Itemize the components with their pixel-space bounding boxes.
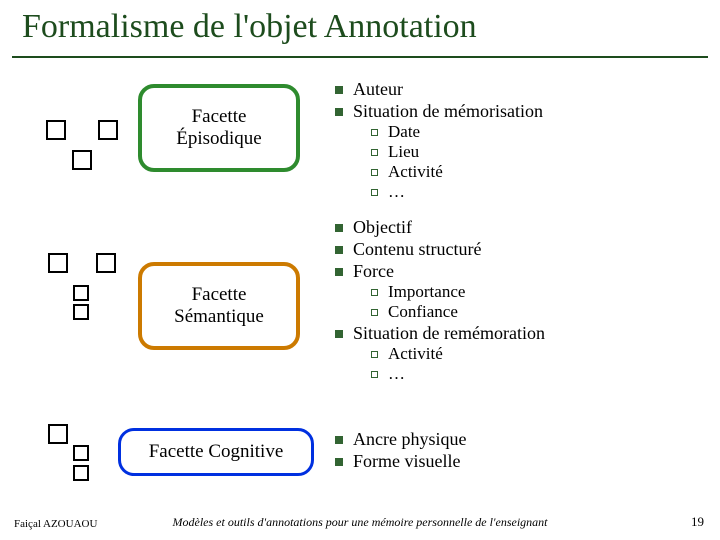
deco-square-icon [98,120,118,140]
facet-content-cognitive: Ancre physiqueForme visuelle [335,428,466,472]
bullet-line: Objectif [335,216,545,238]
facet-label: Facette Cognitive [149,441,284,463]
bullet-marker-icon [335,268,343,276]
facet-box-cognitive: Facette Cognitive [118,428,314,476]
sub-bullet-marker-icon [371,351,378,358]
bullet-text: Ancre physique [353,429,466,449]
sub-bullet-line: Importance [335,282,545,302]
sub-bullet-marker-icon [371,169,378,176]
sub-bullet-marker-icon [371,371,378,378]
sub-bullet-line: Activité [335,344,545,364]
bullet-line: Ancre physique [335,428,466,450]
sub-bullet-text: … [388,364,405,383]
footer-title: Modèles et outils d'annotations pour une… [0,515,720,530]
facet-box-semantic: Facette Sémantique [138,262,300,350]
sub-bullet-marker-icon [371,149,378,156]
sub-bullet-text: Importance [388,282,465,301]
slide-title: Formalisme de l'objet Annotation [22,8,477,46]
bullet-text: Situation de remémoration [353,323,545,343]
deco-square-icon [48,424,68,444]
sub-bullet-marker-icon [371,309,378,316]
bullet-line: Force [335,260,545,282]
deco-square-icon [46,120,66,140]
bullet-line: Forme visuelle [335,450,466,472]
sub-bullet-text: … [388,182,405,201]
sub-bullet-line: Activité [335,162,543,182]
sub-bullet-text: Lieu [388,142,419,161]
bullet-text: Contenu structuré [353,239,481,259]
sub-bullet-text: Date [388,122,420,141]
sub-bullet-text: Confiance [388,302,458,321]
bullet-line: Contenu structuré [335,238,545,260]
sub-bullet-line: … [335,364,545,384]
bullet-text: Objectif [353,217,412,237]
bullet-marker-icon [335,224,343,232]
bullet-text: Force [353,261,394,281]
bullet-marker-icon [335,458,343,466]
bullet-text: Situation de mémorisation [353,101,543,121]
bullet-line: Situation de remémoration [335,322,545,344]
sub-bullet-marker-icon [371,289,378,296]
title-underline [12,56,708,58]
sub-bullet-marker-icon [371,189,378,196]
bullet-line: Auteur [335,78,543,100]
facet-box-episodic: Facette Épisodique [138,84,300,172]
deco-square-icon [73,285,89,301]
facet-content-episodic: AuteurSituation de mémorisationDateLieuA… [335,78,543,202]
deco-square-icon [73,445,89,461]
sub-bullet-marker-icon [371,129,378,136]
deco-square-icon [96,253,116,273]
facet-label: Facette Épisodique [176,106,262,150]
facet-label: Facette Sémantique [174,284,264,328]
slide: Formalisme de l'objet Annotation Facette… [0,0,720,540]
sub-bullet-text: Activité [388,162,443,181]
sub-bullet-line: Lieu [335,142,543,162]
bullet-marker-icon [335,330,343,338]
sub-bullet-line: … [335,182,543,202]
bullet-text: Auteur [353,79,403,99]
deco-square-icon [73,465,89,481]
bullet-line: Situation de mémorisation [335,100,543,122]
bullet-marker-icon [335,436,343,444]
deco-square-icon [73,304,89,320]
footer-page: 19 [691,514,704,530]
bullet-marker-icon [335,246,343,254]
deco-square-icon [48,253,68,273]
bullet-marker-icon [335,86,343,94]
sub-bullet-line: Date [335,122,543,142]
sub-bullet-text: Activité [388,344,443,363]
sub-bullet-line: Confiance [335,302,545,322]
deco-square-icon [72,150,92,170]
bullet-marker-icon [335,108,343,116]
facet-content-semantic: ObjectifContenu structuréForceImportance… [335,216,545,384]
bullet-text: Forme visuelle [353,451,460,471]
